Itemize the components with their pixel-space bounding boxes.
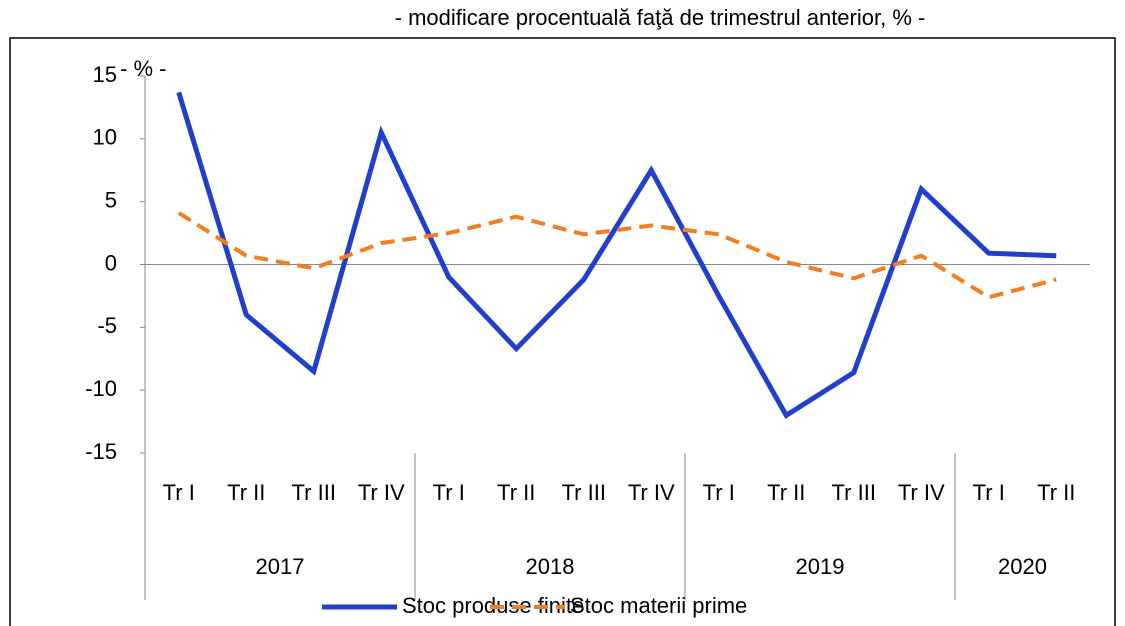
y-axis-label: - % - <box>120 56 166 81</box>
group-label: 2020 <box>998 554 1047 579</box>
y-tick-label: 10 <box>93 125 117 150</box>
y-tick-label: 0 <box>105 250 117 275</box>
x-tick-label: Tr III <box>292 480 336 505</box>
x-tick-label: Tr III <box>832 480 876 505</box>
x-tick-label: Tr II <box>767 480 805 505</box>
chart-frame <box>9 37 1116 626</box>
y-tick-label: -10 <box>85 376 117 401</box>
legend-label: Stoc materii prime <box>570 593 747 618</box>
chart-subtitle: - modificare procentuală faţă de trimest… <box>395 5 926 30</box>
y-tick-label: -5 <box>97 313 117 338</box>
x-tick-label: Tr III <box>562 480 606 505</box>
x-tick-label: Tr IV <box>628 480 675 505</box>
x-tick-label: Tr I <box>703 480 735 505</box>
group-label: 2018 <box>526 554 575 579</box>
x-tick-label: Tr IV <box>358 480 405 505</box>
x-tick-label: Tr I <box>433 480 465 505</box>
series-line <box>177 211 1057 300</box>
x-tick-label: Tr I <box>973 480 1005 505</box>
x-tick-label: Tr IV <box>898 480 945 505</box>
x-tick-label: Tr II <box>227 480 265 505</box>
group-label: 2019 <box>796 554 845 579</box>
y-tick-label: 5 <box>105 187 117 212</box>
group-label: 2017 <box>256 554 305 579</box>
x-tick-label: Tr II <box>1037 480 1075 505</box>
y-tick-label: 15 <box>93 62 117 87</box>
series-line <box>176 91 1057 419</box>
x-tick-label: Tr I <box>163 480 195 505</box>
x-tick-label: Tr II <box>497 480 535 505</box>
y-tick-label: -15 <box>85 439 117 464</box>
